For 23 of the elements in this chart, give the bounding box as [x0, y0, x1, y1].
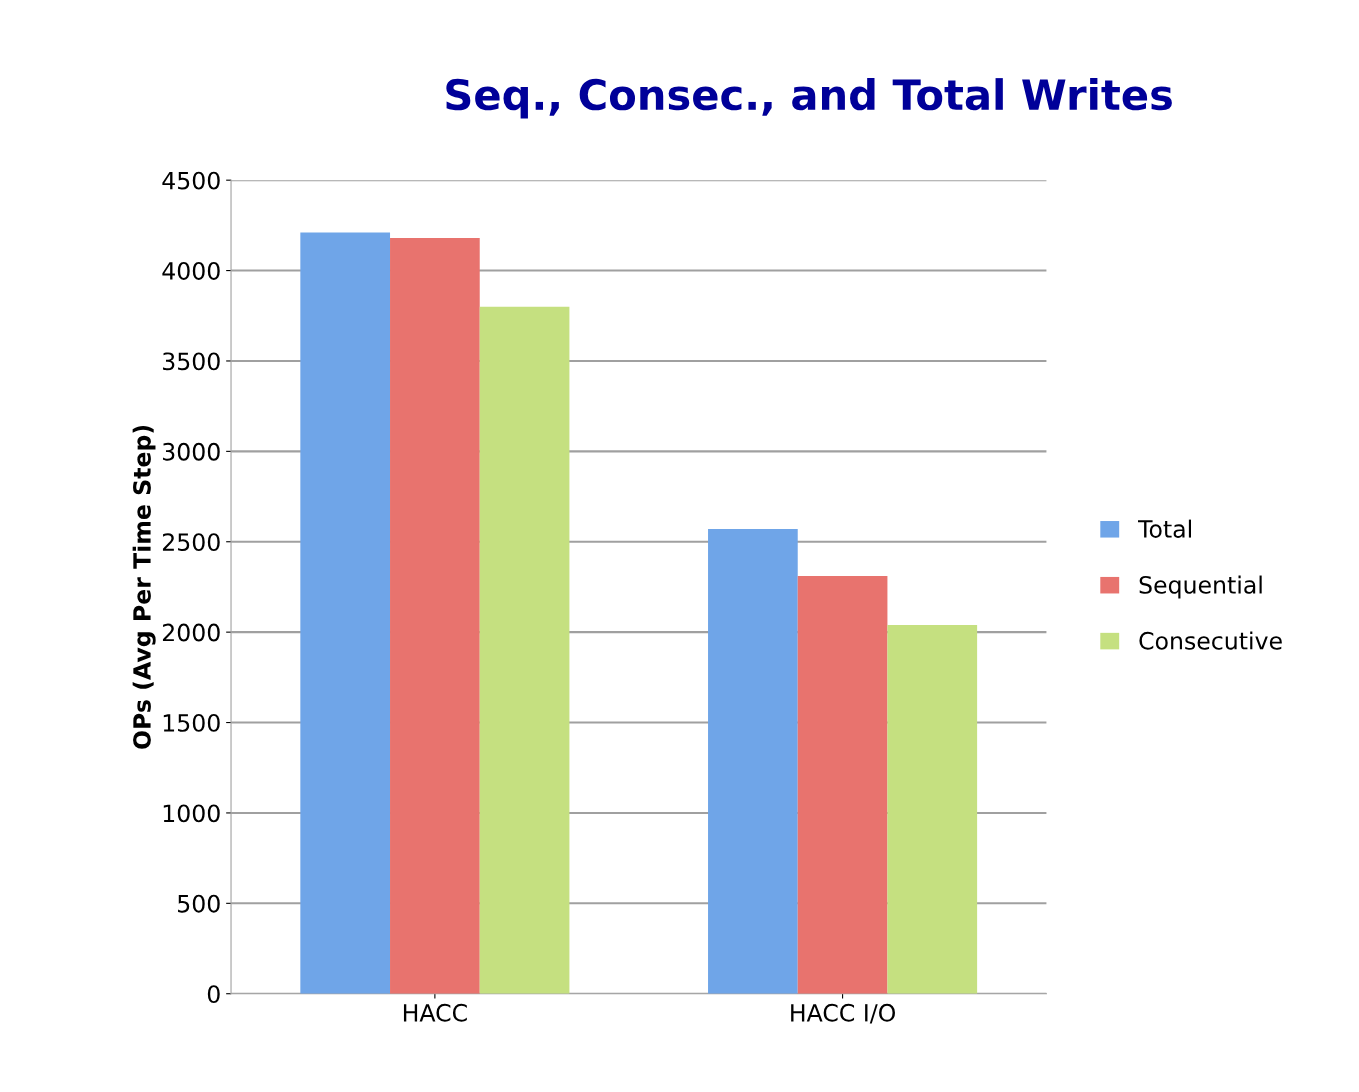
bar	[479, 306, 570, 994]
x-tick-label: HACC	[403, 1003, 467, 1022]
y-tick-label: 2000	[162, 623, 220, 642]
legend-label: Total	[1138, 519, 1191, 538]
y-tick-label: 500	[178, 894, 220, 913]
y-tick-label: 4000	[162, 262, 220, 280]
legend-label: Sequential	[1139, 575, 1262, 599]
x-tick-label: HACC I/O	[791, 1003, 895, 1024]
bar	[390, 238, 480, 994]
y-tick-label: 3500	[163, 352, 220, 371]
bar	[708, 529, 798, 994]
legend-label: Consecutive	[1139, 631, 1282, 650]
bar	[300, 232, 391, 994]
bar	[887, 624, 978, 994]
bar	[797, 576, 888, 994]
y-tick-label: 2500	[162, 533, 220, 552]
y-tick-label: 1000	[163, 804, 220, 823]
y-tick-label: 1500	[163, 713, 220, 732]
y-axis-title: OPs (Avg Per Time Step)	[132, 425, 156, 749]
y-tick-label: 4500	[162, 171, 220, 190]
chart-title: Seq., Consec., and Total Writes	[446, 78, 1172, 119]
y-tick-label: 3000	[163, 442, 220, 461]
y-tick-label: 0	[207, 985, 220, 1004]
